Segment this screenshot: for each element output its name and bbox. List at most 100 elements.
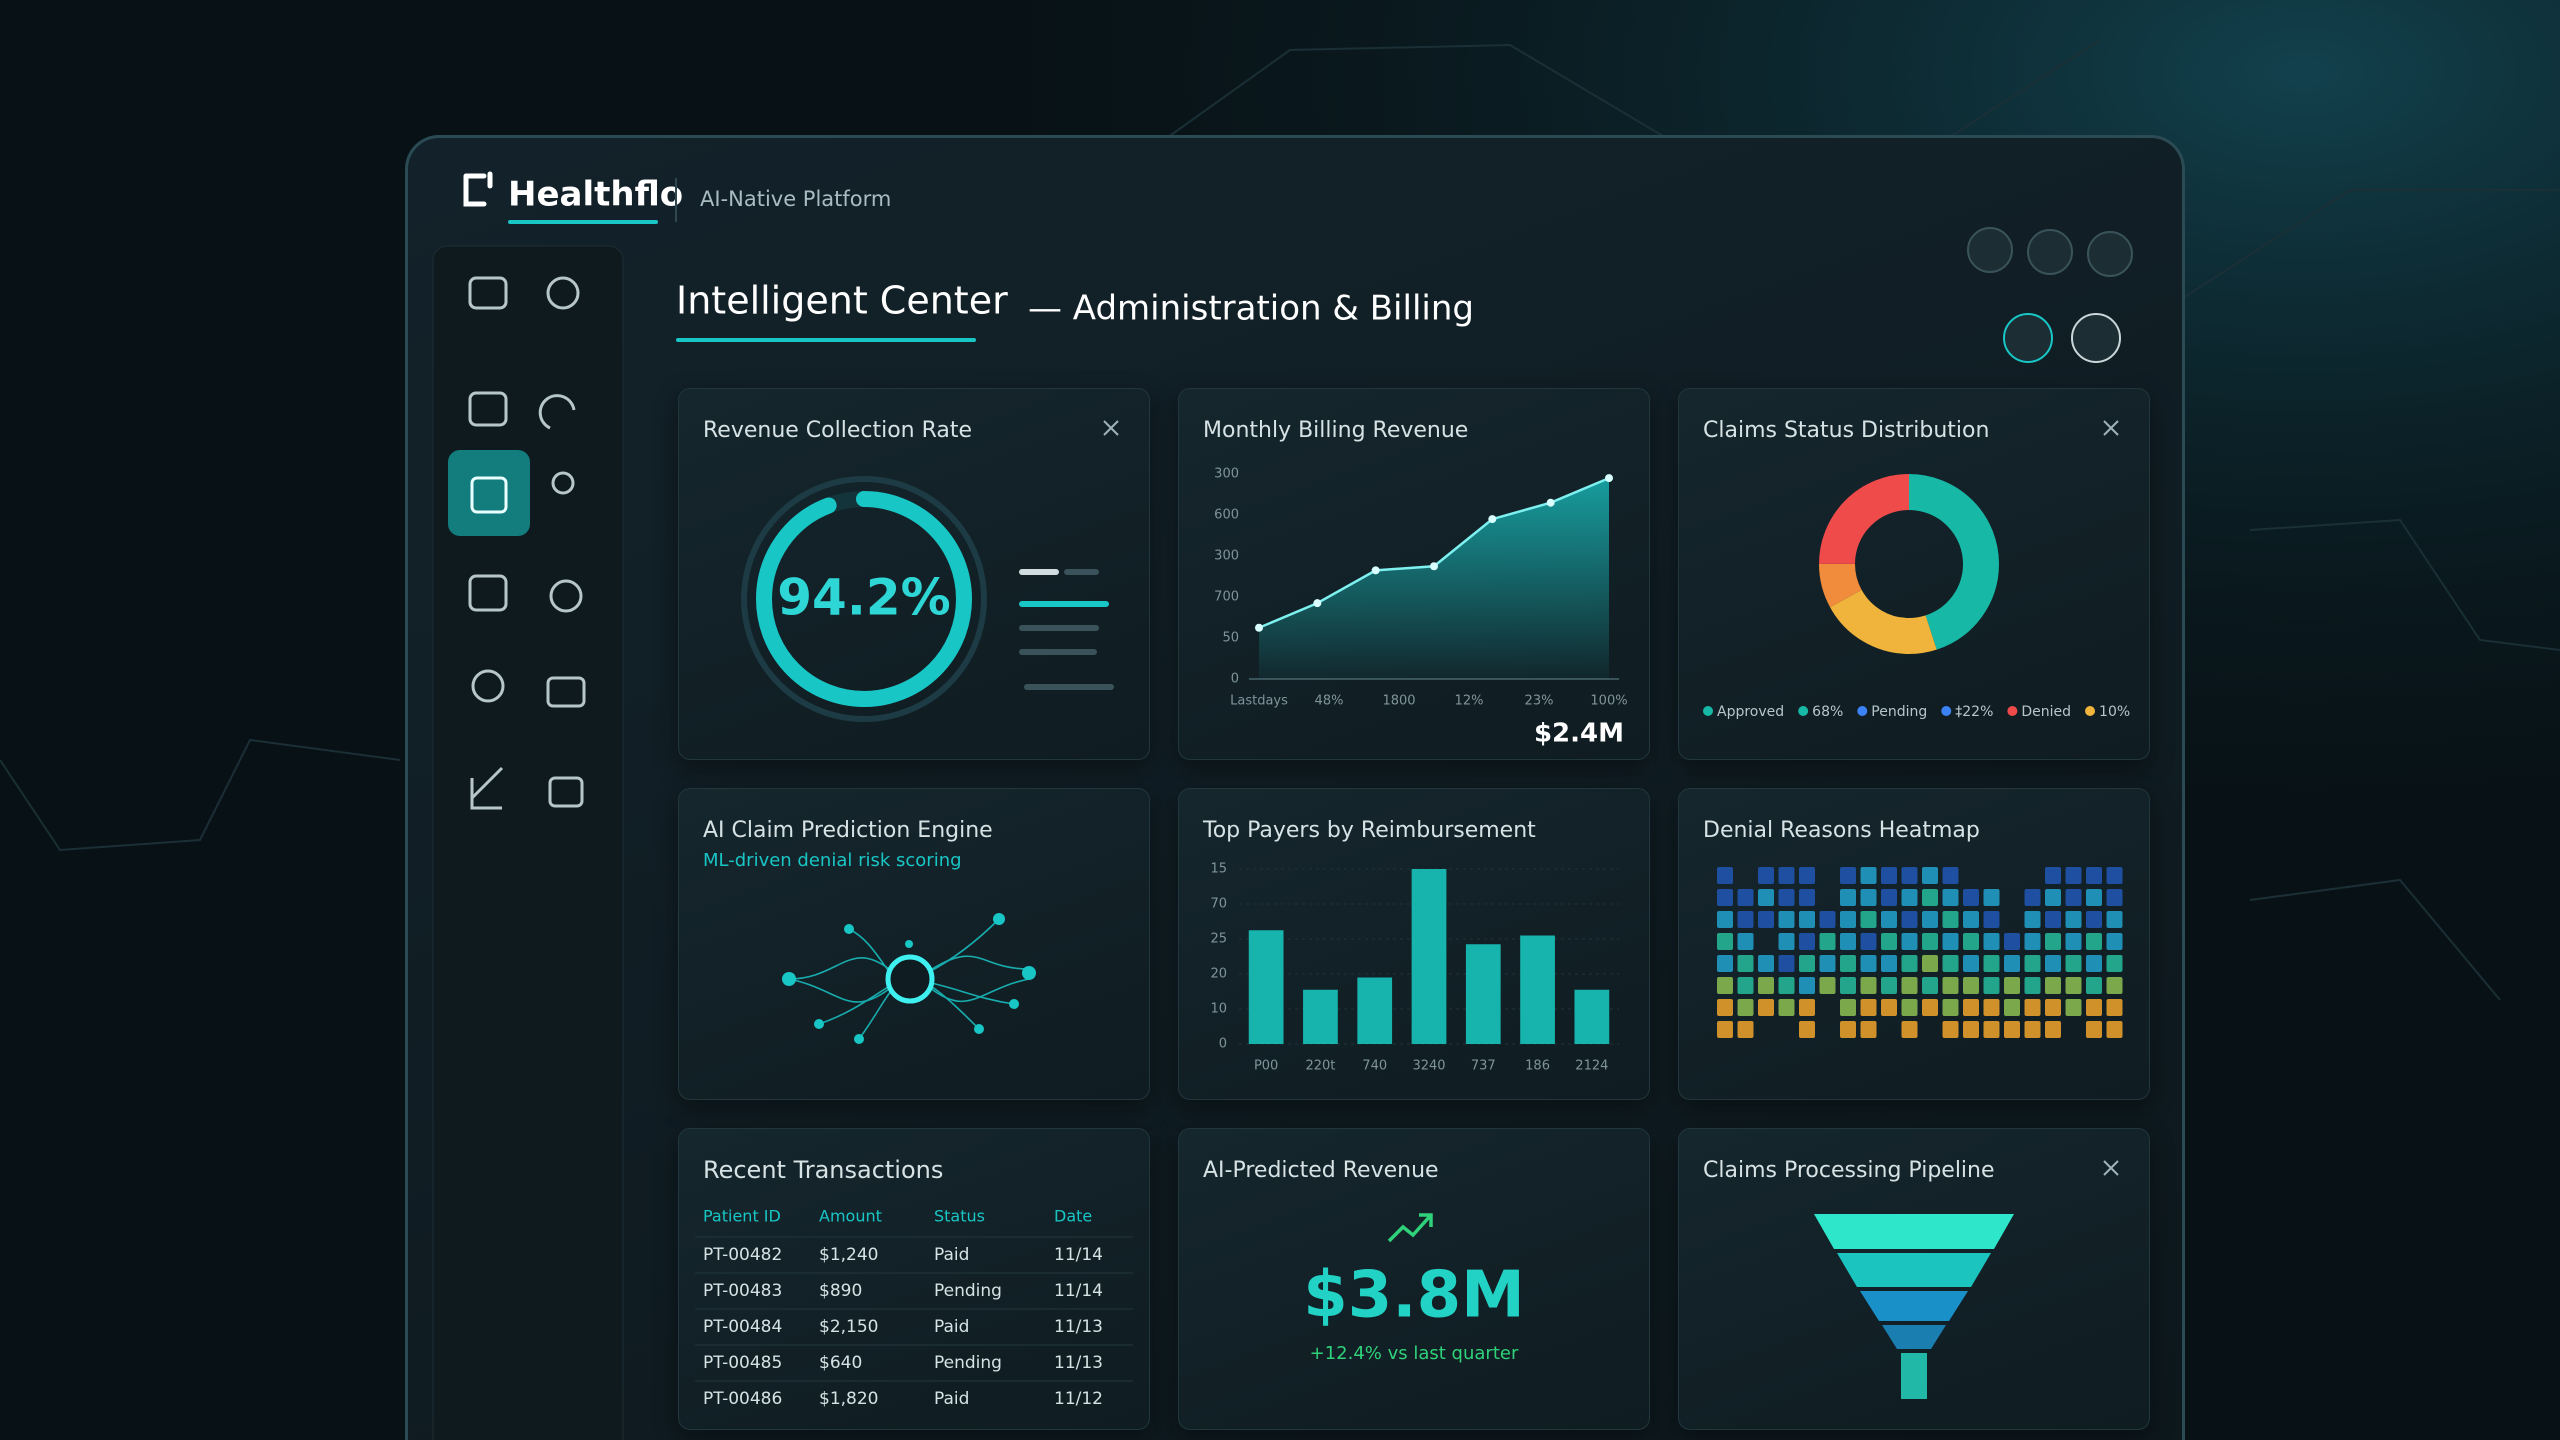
page-title: Intelligent Center bbox=[676, 279, 1008, 323]
icon[interactable] bbox=[468, 391, 508, 427]
predicted-value: $3.8M bbox=[1303, 1259, 1525, 1333]
legend-dot bbox=[1857, 706, 1868, 716]
cell: $890 bbox=[819, 1281, 862, 1301]
cell: Pending bbox=[934, 1353, 1002, 1373]
icon[interactable] bbox=[546, 276, 580, 310]
heat-cell bbox=[1758, 977, 1774, 994]
heat-cell bbox=[2024, 977, 2041, 994]
card-title: Denial Reasons Heatmap bbox=[1703, 818, 1980, 843]
y-tick-label: 0 bbox=[1231, 672, 1239, 687]
heat-cell bbox=[2045, 955, 2061, 972]
heat-cell bbox=[2086, 933, 2102, 950]
cell: $1,240 bbox=[819, 1245, 878, 1265]
card-subtitle: ML-driven denial risk scoring bbox=[703, 850, 962, 871]
heat-cell bbox=[1942, 999, 1959, 1016]
brand-underline bbox=[508, 220, 658, 224]
funnel-stage bbox=[1860, 1291, 1968, 1321]
heat-cell bbox=[2024, 889, 2041, 906]
heat-cell bbox=[1901, 867, 1918, 884]
heat-cell bbox=[1901, 955, 1918, 972]
tagline: AI-Native Platform bbox=[700, 187, 891, 211]
heat-cell bbox=[2024, 1021, 2041, 1038]
heat-cell bbox=[1860, 955, 1877, 972]
icon[interactable] bbox=[538, 394, 576, 430]
close-button[interactable] bbox=[2103, 420, 2119, 436]
icon-button[interactable] bbox=[2027, 229, 2073, 275]
card-title: AI-Predicted Revenue bbox=[1203, 1158, 1439, 1183]
heat-cell bbox=[2065, 889, 2082, 906]
heat-cell bbox=[1778, 977, 1795, 994]
heat-cell bbox=[1778, 911, 1795, 928]
bar bbox=[1357, 977, 1393, 1044]
heat-cell bbox=[1758, 999, 1774, 1016]
icon-button[interactable] bbox=[2087, 231, 2133, 277]
card-title: AI Claim Prediction Engine bbox=[703, 818, 993, 843]
heat-cell bbox=[2106, 999, 2123, 1016]
y-tick-label: 25 bbox=[1210, 932, 1227, 947]
network-core bbox=[885, 954, 935, 1004]
column-header: Patient ID bbox=[703, 1207, 781, 1226]
heat-cell bbox=[1737, 889, 1754, 906]
heat-cell bbox=[1778, 999, 1795, 1016]
legend-label: Pending bbox=[1871, 704, 1927, 720]
card-body: Recent Transactions Patient ID Amount Statu… bbox=[695, 1156, 1133, 1409]
heat-cell bbox=[1881, 955, 1897, 972]
logo bbox=[463, 171, 493, 207]
heat-cell bbox=[1963, 999, 1979, 1016]
card-title: Claims Processing Pipeline bbox=[1703, 1158, 1995, 1183]
cell: 11/13 bbox=[1054, 1317, 1103, 1337]
icon[interactable] bbox=[470, 766, 504, 810]
heat-cell bbox=[2004, 933, 2020, 950]
point bbox=[1430, 562, 1438, 571]
icon[interactable] bbox=[468, 574, 508, 612]
deco-line bbox=[1019, 569, 1059, 575]
heatmap-card: Denial Reasons Heatmap bbox=[1678, 788, 2150, 1100]
icon-button[interactable] bbox=[2003, 313, 2053, 363]
icon[interactable] bbox=[470, 476, 508, 514]
y-tick-label: 300 bbox=[1214, 467, 1239, 482]
active-tile[interactable] bbox=[448, 450, 530, 536]
close-button[interactable] bbox=[1103, 420, 1119, 436]
heat-cell bbox=[1717, 867, 1733, 884]
total-label: $2.4M bbox=[1534, 719, 1624, 749]
legend-dot bbox=[2085, 706, 2096, 716]
close-button[interactable] bbox=[2103, 1160, 2119, 1176]
heat-cell bbox=[1717, 933, 1733, 950]
icon[interactable] bbox=[471, 669, 505, 703]
x-tick-label: Lastdays bbox=[1230, 694, 1288, 709]
cell: Paid bbox=[934, 1317, 969, 1337]
page-subtitle: — Administration & Billing bbox=[1028, 289, 1474, 329]
icon[interactable] bbox=[551, 471, 575, 495]
heat-cell bbox=[1942, 955, 1959, 972]
legend-dot bbox=[1703, 706, 1713, 716]
heat-cell bbox=[1758, 911, 1774, 928]
heat-cell bbox=[1983, 955, 2000, 972]
x-tick-label: 186 bbox=[1525, 1059, 1550, 1074]
heat-cell bbox=[1922, 955, 1938, 972]
heat-cell bbox=[1881, 911, 1897, 928]
y-tick-label: 20 bbox=[1210, 967, 1227, 982]
cell: Paid bbox=[934, 1389, 969, 1409]
card-body: AI Claim Prediction Engine ML-driven den… bbox=[703, 818, 1036, 1044]
icon[interactable] bbox=[468, 276, 508, 310]
funnel-stem bbox=[1901, 1353, 1927, 1399]
heat-cell bbox=[1799, 1021, 1815, 1038]
x-tick-label: 220t bbox=[1305, 1059, 1335, 1074]
icon-button[interactable] bbox=[1967, 227, 2013, 273]
card-title: Monthly Billing Revenue bbox=[1203, 418, 1468, 443]
funnel-stage bbox=[1837, 1253, 1991, 1287]
app-chrome: Healthflo AI-Native Platform Intelligent… bbox=[432, 171, 2133, 1440]
y-tick-label: 50 bbox=[1222, 631, 1239, 646]
y-tick-label: 15 bbox=[1210, 862, 1227, 877]
x-tick-label: 23% bbox=[1525, 694, 1554, 709]
icon-button[interactable] bbox=[2071, 313, 2121, 363]
area bbox=[1259, 478, 1609, 679]
heat-cell bbox=[1737, 999, 1754, 1016]
icon[interactable] bbox=[546, 676, 586, 708]
icon[interactable] bbox=[548, 776, 584, 808]
legend-label: Approved bbox=[1717, 704, 1784, 720]
app-window: Healthflo AI-Native Platform Intelligent… bbox=[405, 135, 2185, 1440]
card-title: Claims Status Distribution bbox=[1703, 418, 1989, 443]
icon[interactable] bbox=[549, 579, 583, 613]
heat-cell bbox=[2004, 1021, 2020, 1038]
